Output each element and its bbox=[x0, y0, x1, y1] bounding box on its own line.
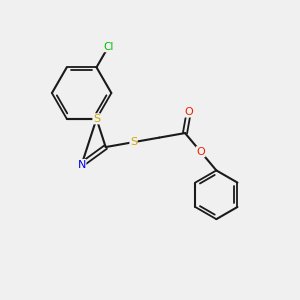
Text: N: N bbox=[77, 160, 86, 170]
Text: O: O bbox=[184, 107, 193, 117]
Text: S: S bbox=[130, 137, 137, 147]
Text: O: O bbox=[196, 147, 205, 157]
Text: Cl: Cl bbox=[103, 42, 114, 52]
Text: S: S bbox=[93, 114, 100, 124]
